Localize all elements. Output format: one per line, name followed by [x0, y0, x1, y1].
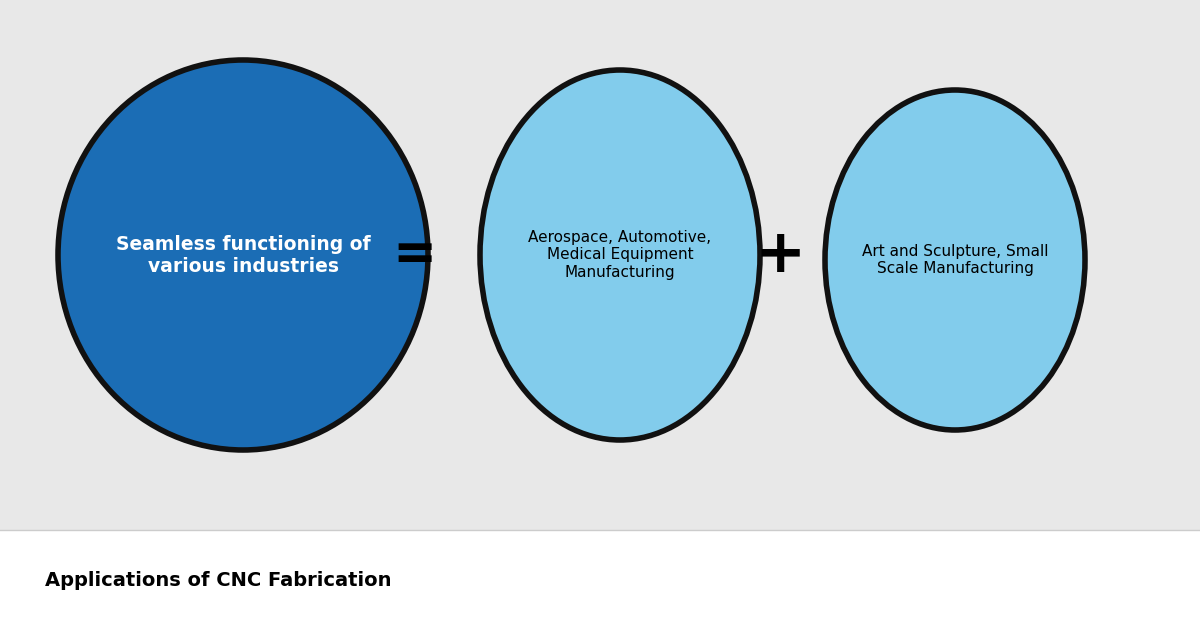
Ellipse shape — [58, 60, 428, 450]
Text: Aerospace, Automotive,
Medical Equipment
Manufacturing: Aerospace, Automotive, Medical Equipment… — [528, 230, 712, 280]
Text: Seamless functioning of
various industries: Seamless functioning of various industri… — [115, 234, 371, 275]
Text: Art and Sculpture, Small
Scale Manufacturing: Art and Sculpture, Small Scale Manufactu… — [862, 244, 1049, 276]
Ellipse shape — [826, 90, 1085, 430]
Text: Applications of CNC Fabrication: Applications of CNC Fabrication — [46, 571, 391, 590]
Text: +: + — [755, 226, 805, 285]
Bar — [0, 530, 1200, 630]
Text: =: = — [392, 229, 437, 281]
Ellipse shape — [480, 70, 760, 440]
Bar — [0, 0, 1200, 530]
